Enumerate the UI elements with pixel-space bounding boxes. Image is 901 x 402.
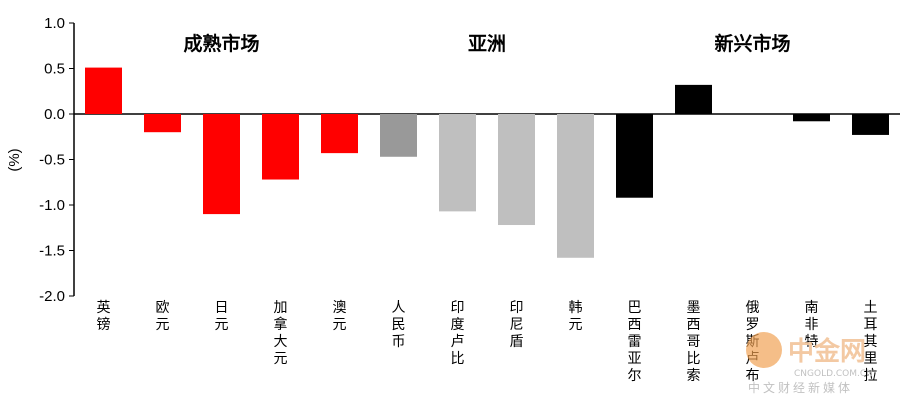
category-label: 南非特 bbox=[805, 300, 819, 350]
category-label: 印尼盾 bbox=[510, 300, 524, 350]
category-label: 欧元 bbox=[156, 300, 170, 333]
y-tick-label: 0.0 bbox=[44, 106, 65, 123]
bar bbox=[203, 114, 240, 215]
bars bbox=[85, 67, 889, 258]
category-label: 英镑 bbox=[97, 299, 111, 333]
category-label: 日元 bbox=[215, 300, 229, 333]
category-label: 墨西哥比索 bbox=[687, 300, 701, 384]
category-label: 澳元 bbox=[333, 300, 347, 333]
bar bbox=[85, 67, 122, 114]
bar bbox=[557, 114, 594, 258]
watermark-name: 中金网 bbox=[788, 336, 866, 367]
watermark-domain: CNGOLD.COM.CN bbox=[794, 369, 873, 379]
category-labels: 英镑欧元日元加拿大元澳元人民币印度卢比印尼盾韩元巴西雷亚尔墨西哥比索俄罗斯卢布南… bbox=[97, 299, 878, 384]
category-label: 加拿大元 bbox=[274, 300, 288, 367]
bar bbox=[852, 114, 889, 135]
watermark-tagline: 中文财经新媒体 bbox=[748, 380, 853, 395]
y-tick-label: -0.5 bbox=[39, 152, 65, 169]
cngold-logo-icon bbox=[746, 332, 782, 368]
y-tick-label: -1.5 bbox=[39, 243, 65, 260]
y-axis-label: (%) bbox=[6, 148, 23, 171]
y-tick-label: 0.5 bbox=[44, 61, 65, 78]
category-label: 印度卢比 bbox=[451, 300, 465, 367]
bar bbox=[675, 84, 712, 114]
y-tick-label: -1.0 bbox=[39, 197, 65, 214]
bar bbox=[144, 114, 181, 133]
category-label: 韩元 bbox=[569, 300, 583, 333]
group-label: 新兴市场 bbox=[714, 32, 790, 55]
bar bbox=[380, 114, 417, 157]
group-label: 成熟市场 bbox=[183, 32, 259, 55]
bar bbox=[439, 114, 476, 212]
category-label: 土耳其里拉 bbox=[864, 300, 878, 384]
category-label: 人民币 bbox=[392, 300, 406, 350]
bar bbox=[616, 114, 653, 198]
bar bbox=[498, 114, 535, 226]
y-tick-label: -2.0 bbox=[39, 288, 65, 305]
bar bbox=[793, 114, 830, 122]
group-labels: 成熟市场 亚洲 新兴市场 bbox=[183, 32, 790, 55]
category-label: 巴西雷亚尔 bbox=[628, 300, 642, 384]
group-label: 亚洲 bbox=[468, 33, 506, 55]
watermark: 中金网 CNGOLD.COM.CN 中文财经新媒体 bbox=[746, 332, 873, 395]
y-tick-label: 1.0 bbox=[44, 15, 65, 32]
bar bbox=[262, 114, 299, 180]
bar bbox=[321, 114, 358, 154]
